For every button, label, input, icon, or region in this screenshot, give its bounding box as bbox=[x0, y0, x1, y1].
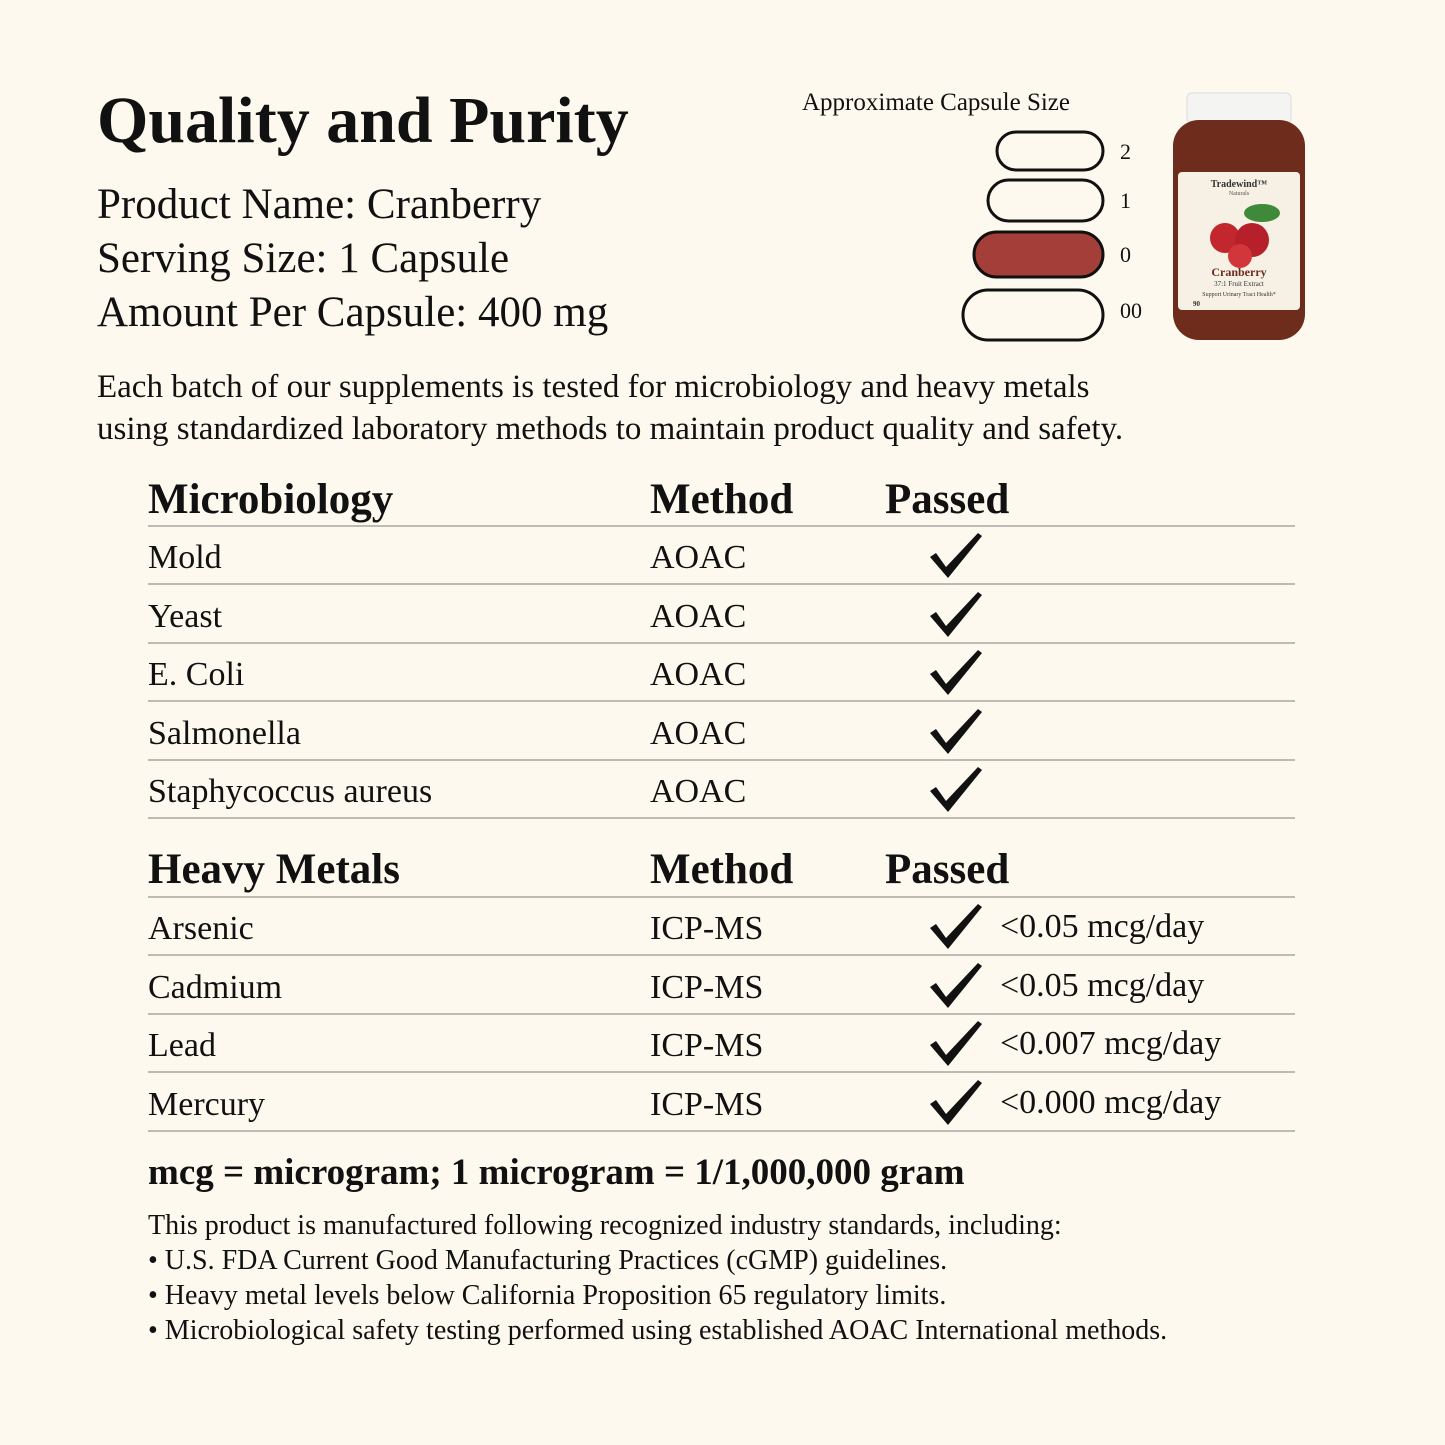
check-path bbox=[930, 904, 982, 949]
berry bbox=[1210, 223, 1240, 253]
table-header: Passed bbox=[885, 846, 1010, 893]
check-mark bbox=[930, 904, 982, 949]
table-header: Method bbox=[650, 476, 794, 523]
leaf bbox=[1244, 204, 1280, 222]
capsule-title: Approximate Capsule Size bbox=[802, 89, 1070, 116]
title: Quality and Purity bbox=[97, 84, 629, 157]
footer-bullet: • U.S. FDA Current Good Manufacturing Pr… bbox=[148, 1245, 948, 1276]
berry bbox=[1228, 244, 1252, 268]
capsule-size: 2 bbox=[1120, 139, 1131, 164]
bottle-claim: Support Urinary Tract Health* bbox=[1202, 292, 1276, 298]
check-mark bbox=[930, 591, 982, 637]
check-mark bbox=[930, 708, 982, 754]
capsule-size: 00 bbox=[1120, 298, 1142, 323]
row-method: AOAC bbox=[650, 656, 747, 693]
row-rule bbox=[148, 1071, 1295, 1073]
row-rule bbox=[148, 817, 1295, 819]
row-result: <0.05 mcg/day bbox=[1000, 908, 1205, 945]
row-rule bbox=[148, 700, 1295, 702]
row-label: Lead bbox=[148, 1027, 216, 1064]
check-path bbox=[930, 708, 982, 754]
capsule-outline bbox=[995, 130, 1105, 172]
footer-intro: This product is manufactured following r… bbox=[148, 1210, 1062, 1241]
row-method: ICP-MS bbox=[650, 1027, 764, 1064]
row-method: ICP-MS bbox=[650, 1085, 764, 1123]
check-mark bbox=[930, 962, 982, 1008]
check-mark bbox=[930, 767, 982, 812]
product-line: Amount Per Capsule: 400 mg bbox=[97, 289, 609, 336]
unit-note: mcg = microgram; 1 microgram = 1/1,000,0… bbox=[148, 1152, 965, 1193]
footer-bullet: • Heavy metal levels below California Pr… bbox=[148, 1280, 947, 1311]
row-label: Arsenic bbox=[148, 910, 254, 947]
check-path bbox=[930, 767, 982, 812]
row-label: Mold bbox=[148, 539, 222, 576]
row-label: Yeast bbox=[148, 597, 223, 635]
row-result: <0.000 mcg/day bbox=[1000, 1083, 1222, 1121]
row-method: ICP-MS bbox=[650, 910, 764, 947]
intro-line: Each batch of our supplements is tested … bbox=[97, 369, 1090, 405]
row-label: Staphycoccus aureus bbox=[148, 773, 433, 810]
row-result: <0.007 mcg/day bbox=[1000, 1025, 1222, 1062]
row-label: Mercury bbox=[148, 1085, 266, 1123]
row-rule bbox=[148, 1012, 1295, 1015]
product-line: Product Name: Cranberry bbox=[97, 181, 542, 228]
intro-line: using standardized laboratory methods to… bbox=[97, 411, 1124, 447]
bottle-name: Cranberry bbox=[1211, 265, 1266, 279]
bottle-cap bbox=[1186, 92, 1292, 124]
check-path bbox=[930, 533, 982, 578]
row-method: AOAC bbox=[650, 714, 747, 752]
check-path bbox=[930, 962, 982, 1008]
table-header: Microbiology bbox=[148, 476, 394, 523]
capsule-size: 1 bbox=[1120, 188, 1131, 213]
check-mark bbox=[930, 1021, 982, 1066]
row-label: E. Coli bbox=[148, 656, 245, 693]
row-rule bbox=[148, 896, 1295, 898]
row-method: AOAC bbox=[650, 773, 747, 810]
check-mark bbox=[930, 1079, 982, 1125]
check-mark bbox=[930, 650, 982, 695]
row-label: Salmonella bbox=[148, 714, 301, 752]
row-result: <0.05 mcg/day bbox=[1000, 966, 1205, 1004]
capsule-outline bbox=[986, 178, 1105, 223]
capsule-selected bbox=[972, 230, 1105, 279]
row-rule bbox=[148, 1129, 1295, 1132]
table-header: Passed bbox=[885, 476, 1010, 523]
table-header: Heavy Metals bbox=[148, 846, 400, 893]
row-rule bbox=[148, 758, 1295, 761]
footer-bullet: • Microbiological safety testing perform… bbox=[148, 1315, 1168, 1346]
check-path bbox=[930, 1021, 982, 1066]
product-line: Serving Size: 1 Capsule bbox=[97, 235, 510, 282]
check-path bbox=[930, 650, 982, 695]
row-rule bbox=[148, 583, 1295, 585]
check-path bbox=[930, 1079, 982, 1125]
table-header: Method bbox=[650, 846, 794, 893]
row-method: ICP-MS bbox=[650, 968, 764, 1006]
bottle-count: 90 bbox=[1193, 300, 1201, 308]
bottle-brand: Tradewind™ bbox=[1211, 179, 1268, 190]
row-label: Cadmium bbox=[148, 968, 283, 1006]
row-rule bbox=[148, 954, 1295, 956]
row-rule bbox=[148, 641, 1295, 644]
capsule-size: 0 bbox=[1120, 242, 1131, 267]
check-mark bbox=[930, 533, 982, 578]
row-method: AOAC bbox=[650, 539, 747, 576]
check-path bbox=[930, 591, 982, 637]
bottle-brand-sub: Naturals bbox=[1229, 191, 1250, 197]
bottle-subtitle: 37:1 Fruit Extract bbox=[1214, 280, 1264, 288]
row-rule bbox=[148, 525, 1295, 527]
capsule-outline bbox=[961, 288, 1105, 342]
row-method: AOAC bbox=[650, 597, 747, 635]
